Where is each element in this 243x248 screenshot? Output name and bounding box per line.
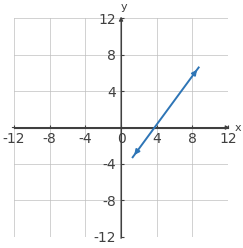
- Text: y: y: [121, 2, 127, 12]
- Text: x: x: [234, 123, 241, 132]
